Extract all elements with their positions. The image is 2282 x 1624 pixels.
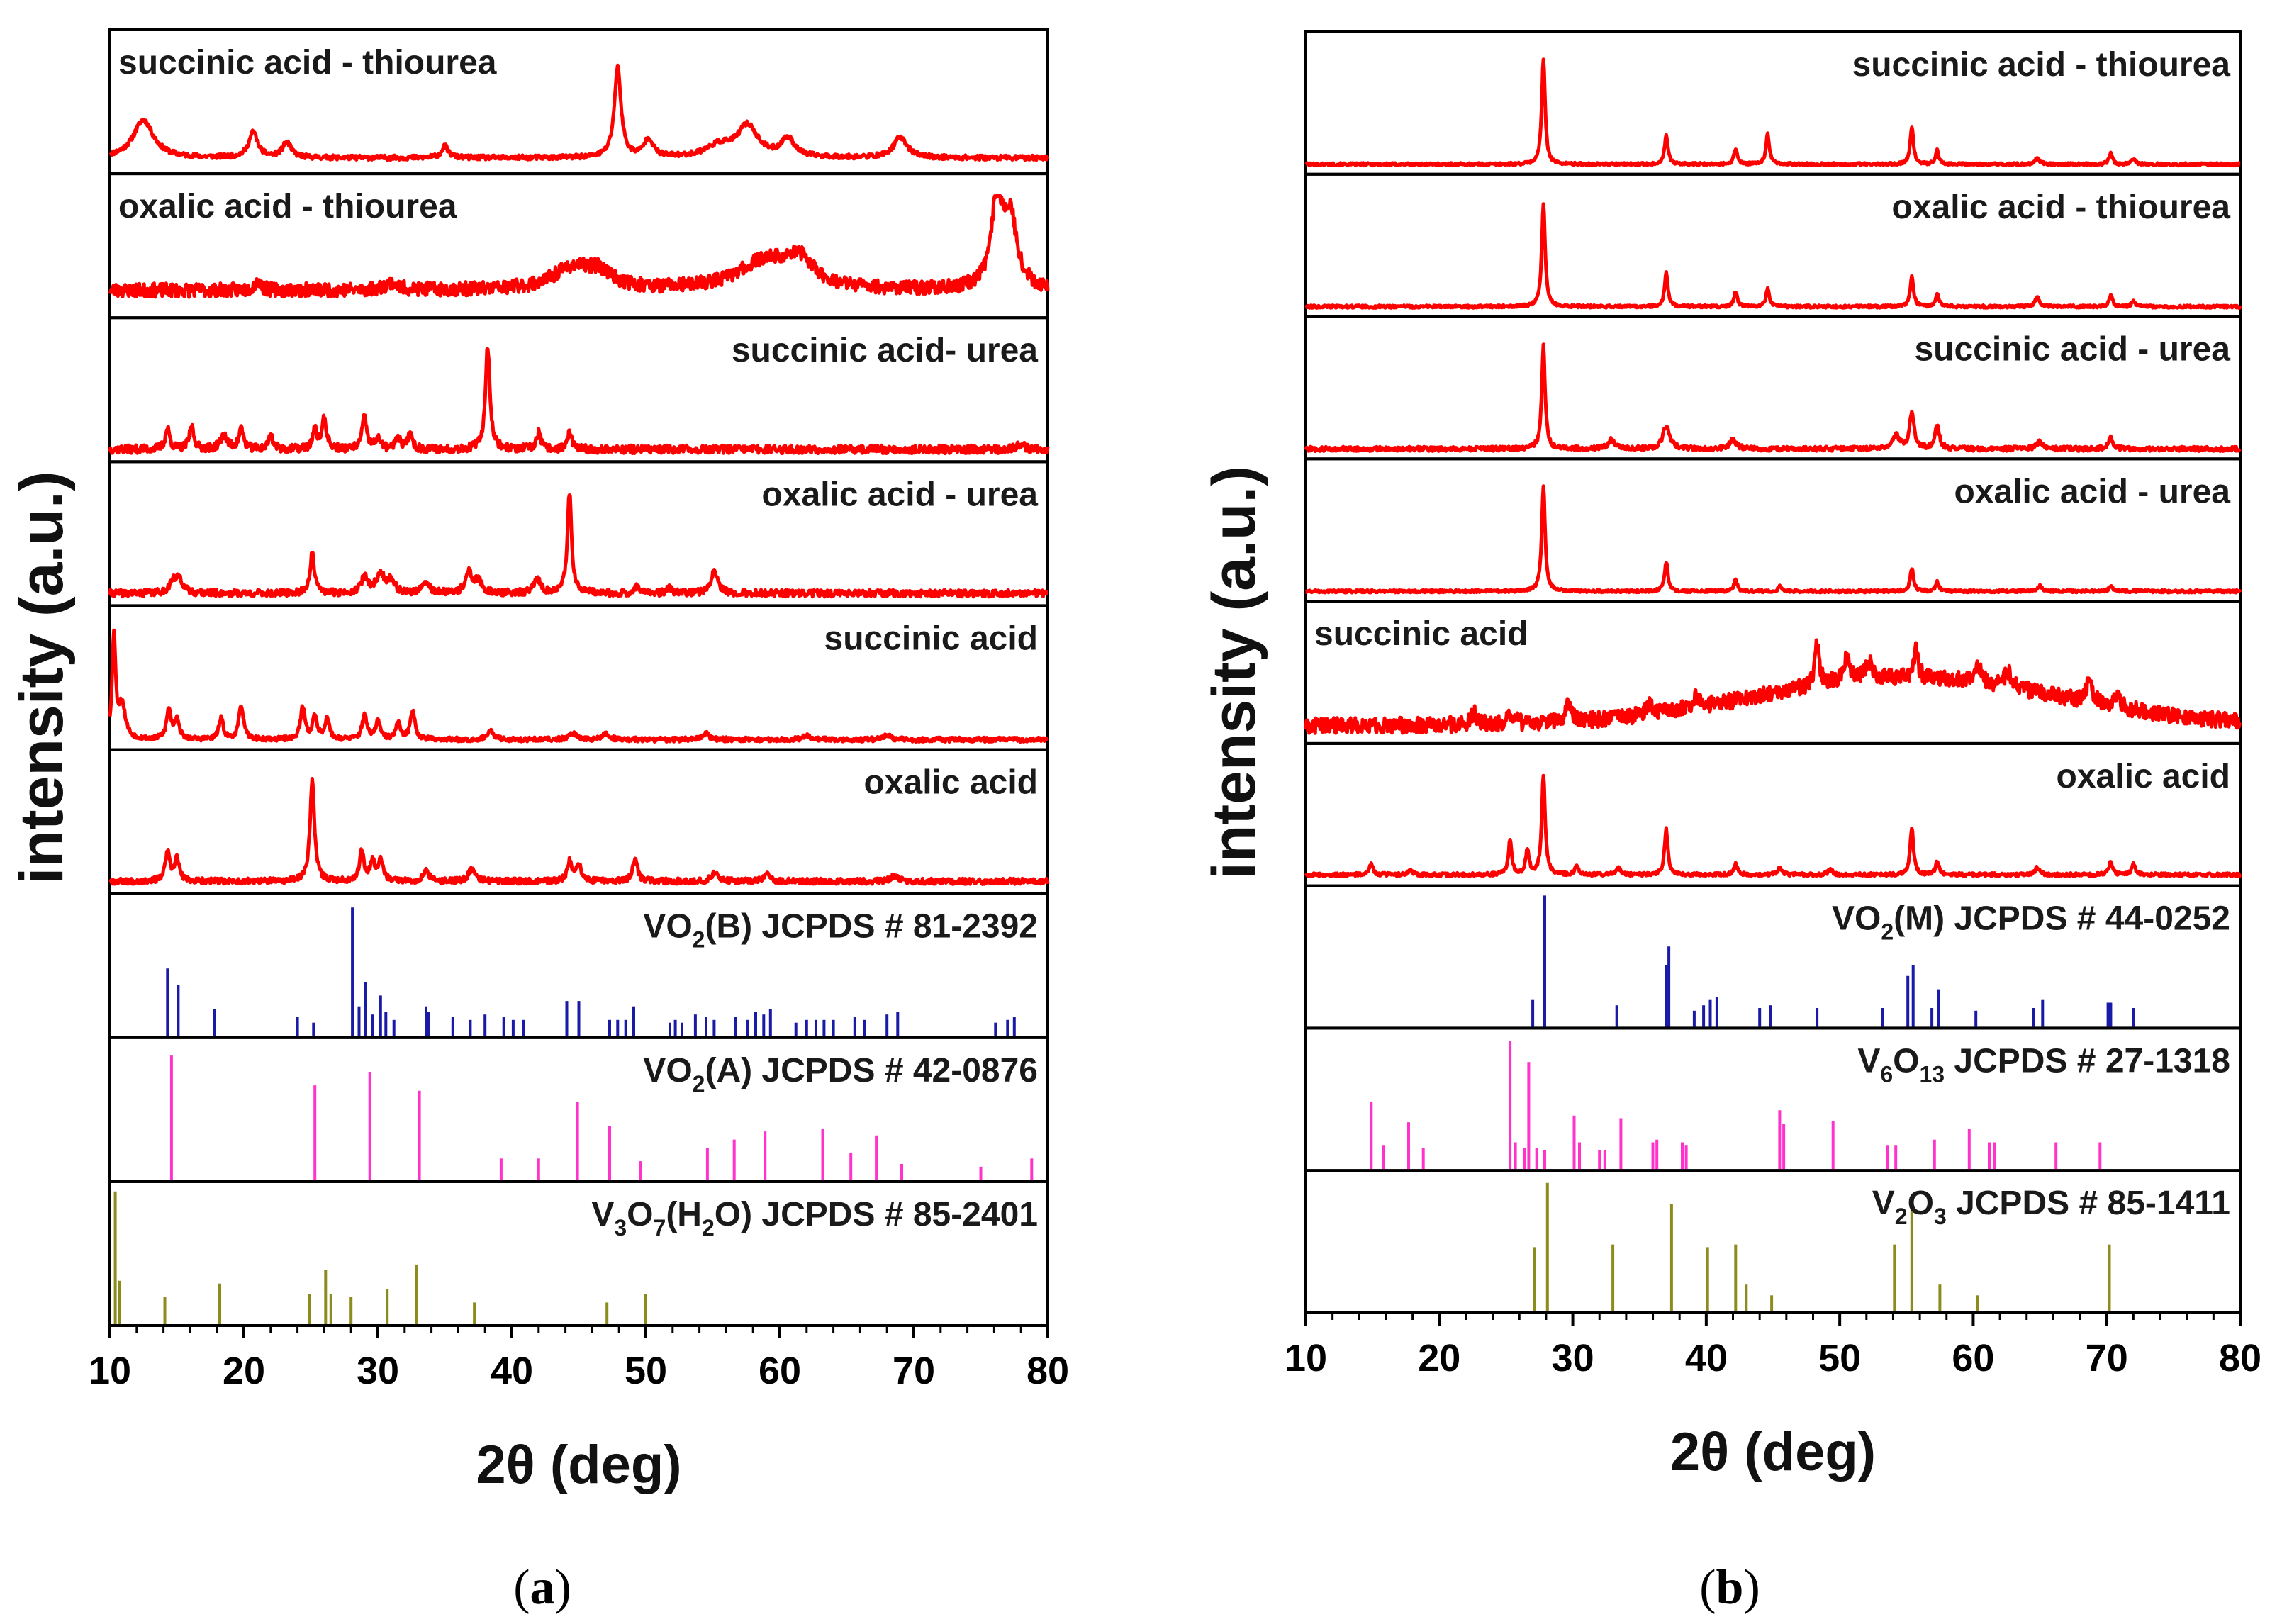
x-tick-label: 70 (893, 1350, 935, 1392)
series-label: VO2(M) JCPDS # 44-0252 (1832, 900, 2230, 945)
subplot-3: succinic acid - urea (1304, 315, 2242, 461)
series-label: VO2(B) JCPDS # 81-2392 (643, 908, 1038, 953)
y-axis-label: intensity (a.u.) (1200, 466, 1268, 879)
series-line (1304, 773, 2242, 878)
series-label: V3O7(H2O) JCPDS # 85-2401 (591, 1196, 1038, 1241)
series-line (108, 194, 1050, 299)
series-label: oxalic acid (2057, 758, 2230, 795)
series-line (1304, 342, 2242, 453)
series-label: oxalic acid - urea (1954, 473, 2230, 510)
subplot-frame (108, 1180, 1049, 1328)
series-label: oxalic acid - thiourea (1892, 189, 2231, 226)
x-tick-label: 10 (1285, 1337, 1327, 1379)
series-line (1304, 57, 2242, 168)
panel-a: succinic acid - thiourea oxalic acid - th… (8, 28, 1069, 1615)
series-line (1304, 638, 2242, 735)
subplot-2: oxalic acid - thiourea (1304, 172, 2242, 318)
subplot-3: succinic acid- urea (108, 316, 1050, 464)
subplot-8: V6O13 JCPDS # 27-1318 (1304, 1026, 2242, 1172)
x-tick-label: 60 (759, 1350, 801, 1392)
x-axis-label: 2θ (deg) (1670, 1422, 1876, 1482)
series-line (108, 628, 1050, 744)
x-tick-label: 40 (491, 1350, 533, 1392)
subplot-4: oxalic acid - urea (108, 460, 1049, 607)
panel-b: succinic acid - thiourea oxalic acid - th… (1200, 30, 2261, 1615)
panel-caption: (b) (1699, 1560, 1760, 1615)
x-axis-label: 2θ (deg) (476, 1435, 681, 1495)
x-tick-label: 50 (625, 1350, 667, 1392)
series-label: oxalic acid (864, 764, 1038, 802)
subplot-7: VO2(B) JCPDS # 81-2392 (108, 892, 1049, 1039)
subplot-6: oxalic acid (1304, 741, 2242, 887)
x-tick-label: 50 (1818, 1337, 1861, 1379)
series-line (108, 63, 1050, 162)
series-label: VO2(A) JCPDS # 42-0876 (643, 1052, 1038, 1097)
series-label: succinic acid (824, 620, 1038, 657)
series-label: V6O13 JCPDS # 27-1318 (1857, 1042, 2230, 1087)
x-tick-label: 70 (2086, 1337, 2128, 1379)
series-label: succinic acid (1314, 615, 1528, 653)
series-line (1304, 484, 2242, 595)
x-tick-label: 20 (223, 1350, 265, 1392)
series-line (108, 493, 1049, 599)
series-label: V2O3 JCPDS # 85-1411 (1872, 1185, 2230, 1229)
series-label: succinic acid - thiourea (118, 44, 497, 82)
series-line (108, 347, 1050, 456)
series-line (108, 777, 1050, 886)
x-tick-label: 80 (1027, 1350, 1069, 1392)
panel-caption: (a) (513, 1560, 571, 1615)
x-tick-label: 10 (89, 1350, 131, 1392)
series-line (1304, 202, 2242, 310)
series-label: succinic acid- urea (732, 332, 1038, 369)
series-label: oxalic acid - thiourea (118, 188, 457, 225)
subplot-5: succinic acid (108, 604, 1050, 751)
subplot-6: oxalic acid (108, 748, 1050, 895)
subplot-9: V2O3 JCPDS # 85-1411 (1304, 1169, 2242, 1314)
subplot-4: oxalic acid - urea (1304, 457, 2242, 603)
x-tick-label: 20 (1418, 1337, 1460, 1379)
x-tick-label: 60 (1952, 1337, 1994, 1379)
subplot-2: oxalic acid - thiourea (108, 172, 1050, 320)
y-axis-label: intensity (a.u.) (8, 471, 76, 885)
x-axis: 10 20 30 40 50 60 70 80 (1285, 1313, 2261, 1379)
subplot-1: succinic acid - thiourea (1304, 30, 2242, 176)
subplot-8: VO2(A) JCPDS # 42-0876 (108, 1036, 1049, 1183)
x-axis: 10 20 30 40 50 60 70 80 (89, 1326, 1069, 1392)
x-tick-label: 30 (357, 1350, 399, 1392)
subplot-frame (1304, 1169, 2242, 1314)
series-label: succinic acid - urea (1914, 331, 2230, 369)
x-tick-label: 40 (1685, 1337, 1728, 1379)
series-label: succinic acid - thiourea (1852, 46, 2231, 84)
series-label: oxalic acid - urea (761, 476, 1038, 513)
subplot-1: succinic acid - thiourea (108, 28, 1050, 176)
subplot-9: V3O7(H2O) JCPDS # 85-2401 (108, 1180, 1049, 1328)
subplot-7: VO2(M) JCPDS # 44-0252 (1304, 884, 2242, 1030)
x-tick-label: 30 (1552, 1337, 1594, 1379)
subplot-5: succinic acid (1304, 600, 2242, 745)
x-tick-label: 80 (2219, 1337, 2261, 1379)
